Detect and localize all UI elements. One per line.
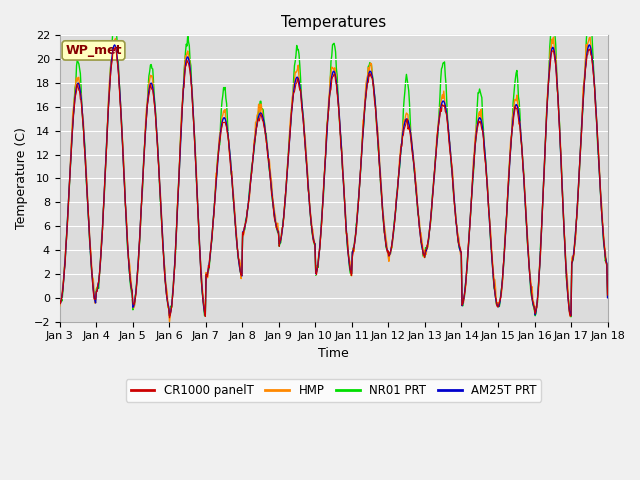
X-axis label: Time: Time xyxy=(318,347,349,360)
Y-axis label: Temperature (C): Temperature (C) xyxy=(15,128,28,229)
Text: WP_met: WP_met xyxy=(65,44,122,57)
Title: Temperatures: Temperatures xyxy=(281,15,387,30)
Legend: CR1000 panelT, HMP, NR01 PRT, AM25T PRT: CR1000 panelT, HMP, NR01 PRT, AM25T PRT xyxy=(126,379,541,402)
